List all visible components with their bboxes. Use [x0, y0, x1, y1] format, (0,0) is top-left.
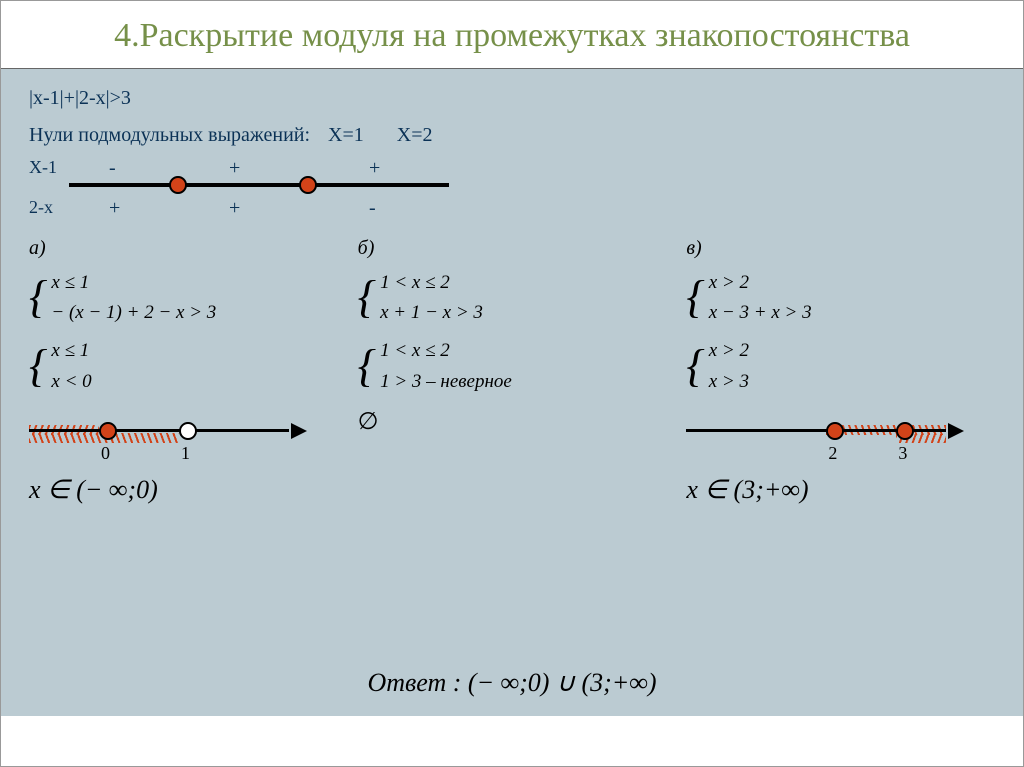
main-inequality: |x-1|+|2-x|>3	[29, 87, 995, 110]
nl-lab-2: 2	[828, 443, 837, 464]
arrow-icon	[291, 423, 307, 439]
brace-icon: {	[686, 348, 704, 385]
case-a-sys1-l1: x ≤ 1	[51, 268, 216, 298]
case-b-label: б)	[358, 237, 667, 260]
case-b-sys1-l2: x + 1 − x > 3	[380, 298, 483, 328]
zeros-label: Нули подмодульных выражений:	[29, 124, 310, 147]
sign-diagram: X-1 - + + 2-x + + -	[29, 159, 489, 229]
case-a-result: x ∈ (− ∞;0)	[29, 475, 338, 505]
case-b: б) { 1 < x ≤ 2 x + 1 − x > 3 { 1 < x ≤ 2…	[358, 237, 667, 506]
case-b-sys2: { 1 < x ≤ 2 1 > 3 – неверное	[358, 336, 667, 397]
brace-icon: {	[358, 348, 376, 385]
nl-dot-1	[179, 422, 197, 440]
brace-icon: {	[358, 279, 376, 316]
sign-r2-s2: +	[229, 197, 240, 220]
nl-lab-0: 0	[101, 443, 110, 464]
case-c-sys1-l1: x > 2	[709, 268, 812, 298]
case-a-label: a)	[29, 237, 338, 260]
case-b-sys2-l2: 1 > 3 – неверное	[380, 367, 512, 397]
case-a-sys2-l2: x < 0	[51, 367, 91, 397]
sign-r1-s2: +	[229, 157, 240, 180]
slide-title: 4.Раскрытие модуля на промежутках знакоп…	[1, 1, 1023, 69]
zero-x1: X=1	[328, 124, 364, 146]
sign-r2-s1: +	[109, 197, 120, 220]
nl-axis	[29, 429, 289, 432]
zeros-row: Нули подмодульных выражений: X=1 X=2	[29, 110, 995, 147]
case-a-sys2: { x ≤ 1 x < 0	[29, 336, 338, 397]
sign-row1-label: X-1	[29, 157, 57, 178]
sign-r1-s3: +	[369, 157, 380, 180]
case-c-numberline: 2 3	[686, 415, 976, 465]
sign-dot-2	[299, 176, 317, 194]
slide: 4.Раскрытие модуля на промежутках знакоп…	[0, 0, 1024, 767]
brace-icon: {	[29, 348, 47, 385]
sign-dot-1	[169, 176, 187, 194]
case-c-sys2-l2: x > 3	[709, 367, 749, 397]
case-a-sys2-l1: x ≤ 1	[51, 336, 91, 366]
case-a-sys1-l2: − (x − 1) + 2 − x > 3	[51, 298, 216, 328]
sign-r1-s1: -	[109, 157, 116, 180]
nl-dot-0	[99, 422, 117, 440]
case-a: a) { x ≤ 1 − (x − 1) + 2 − x > 3 { x ≤ 1…	[29, 237, 338, 506]
final-answer: Ответ : (− ∞;0) ∪ (3;+∞)	[1, 668, 1023, 698]
case-c-label: в)	[686, 237, 995, 260]
sign-r2-s3: -	[369, 197, 376, 220]
case-a-numberline: 0 1	[29, 415, 319, 465]
cases-row: a) { x ≤ 1 − (x − 1) + 2 − x > 3 { x ≤ 1…	[29, 237, 995, 506]
case-b-sys1-l1: 1 < x ≤ 2	[380, 268, 483, 298]
brace-icon: {	[29, 279, 47, 316]
case-c-sys1: { x > 2 x − 3 + x > 3	[686, 268, 995, 329]
case-c-sys2: { x > 2 x > 3	[686, 336, 995, 397]
arrow-icon	[948, 423, 964, 439]
zeros-values: X=1 X=2	[328, 124, 460, 147]
case-c-sys1-l2: x − 3 + x > 3	[709, 298, 812, 328]
case-c-result: x ∈ (3;+∞)	[686, 475, 995, 505]
brace-icon: {	[686, 279, 704, 316]
case-b-empty: ∅	[358, 407, 667, 436]
nl-lab-1: 1	[181, 443, 190, 464]
case-c: в) { x > 2 x − 3 + x > 3 { x > 2 x > 3	[686, 237, 995, 506]
case-c-sys2-l1: x > 2	[709, 336, 749, 366]
nl-lab-3: 3	[898, 443, 907, 464]
slide-body: |x-1|+|2-x|>3 Нули подмодульных выражени…	[1, 69, 1023, 716]
zero-x2: X=2	[397, 124, 433, 146]
case-b-sys1: { 1 < x ≤ 2 x + 1 − x > 3	[358, 268, 667, 329]
case-b-sys2-l1: 1 < x ≤ 2	[380, 336, 512, 366]
sign-row2-label: 2-x	[29, 197, 53, 218]
sign-axis	[69, 183, 449, 187]
case-a-sys1: { x ≤ 1 − (x − 1) + 2 − x > 3	[29, 268, 338, 329]
nl-dot-2	[826, 422, 844, 440]
